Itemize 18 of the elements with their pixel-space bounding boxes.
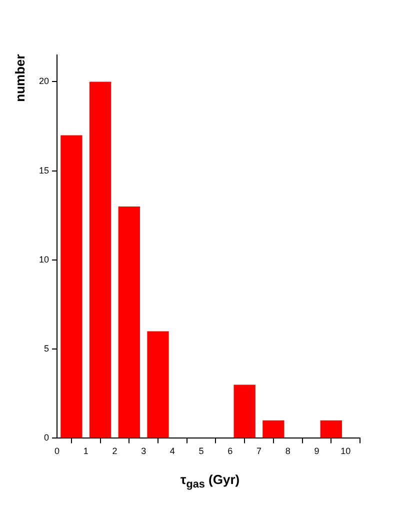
x-tick-label: 0 [54,446,60,456]
x-tick-label: 3 [141,446,146,456]
x-tick-label: 5 [198,446,204,456]
x-tick-label: 1 [83,446,88,456]
y-axis-title: number [12,54,28,102]
x-axis-title: τ$_{gas}$ (Gyr) [180,472,240,491]
x-tick-label: 2 [112,446,118,456]
y-tick-label: 5 [44,344,50,354]
x-tick-label: 6 [228,446,233,456]
x-tick-label: 8 [285,446,290,456]
x-tick-label: 10 [340,446,351,456]
y-tick-label: 10 [38,254,50,264]
y-tick-label: 0 [44,432,50,443]
x-tick-label: 9 [314,446,320,456]
x-tick-label: 7 [256,446,262,456]
y-tick-label: 15 [38,165,50,176]
y-tick-label: 20 [38,76,50,86]
x-tick-label: 4 [170,446,175,456]
